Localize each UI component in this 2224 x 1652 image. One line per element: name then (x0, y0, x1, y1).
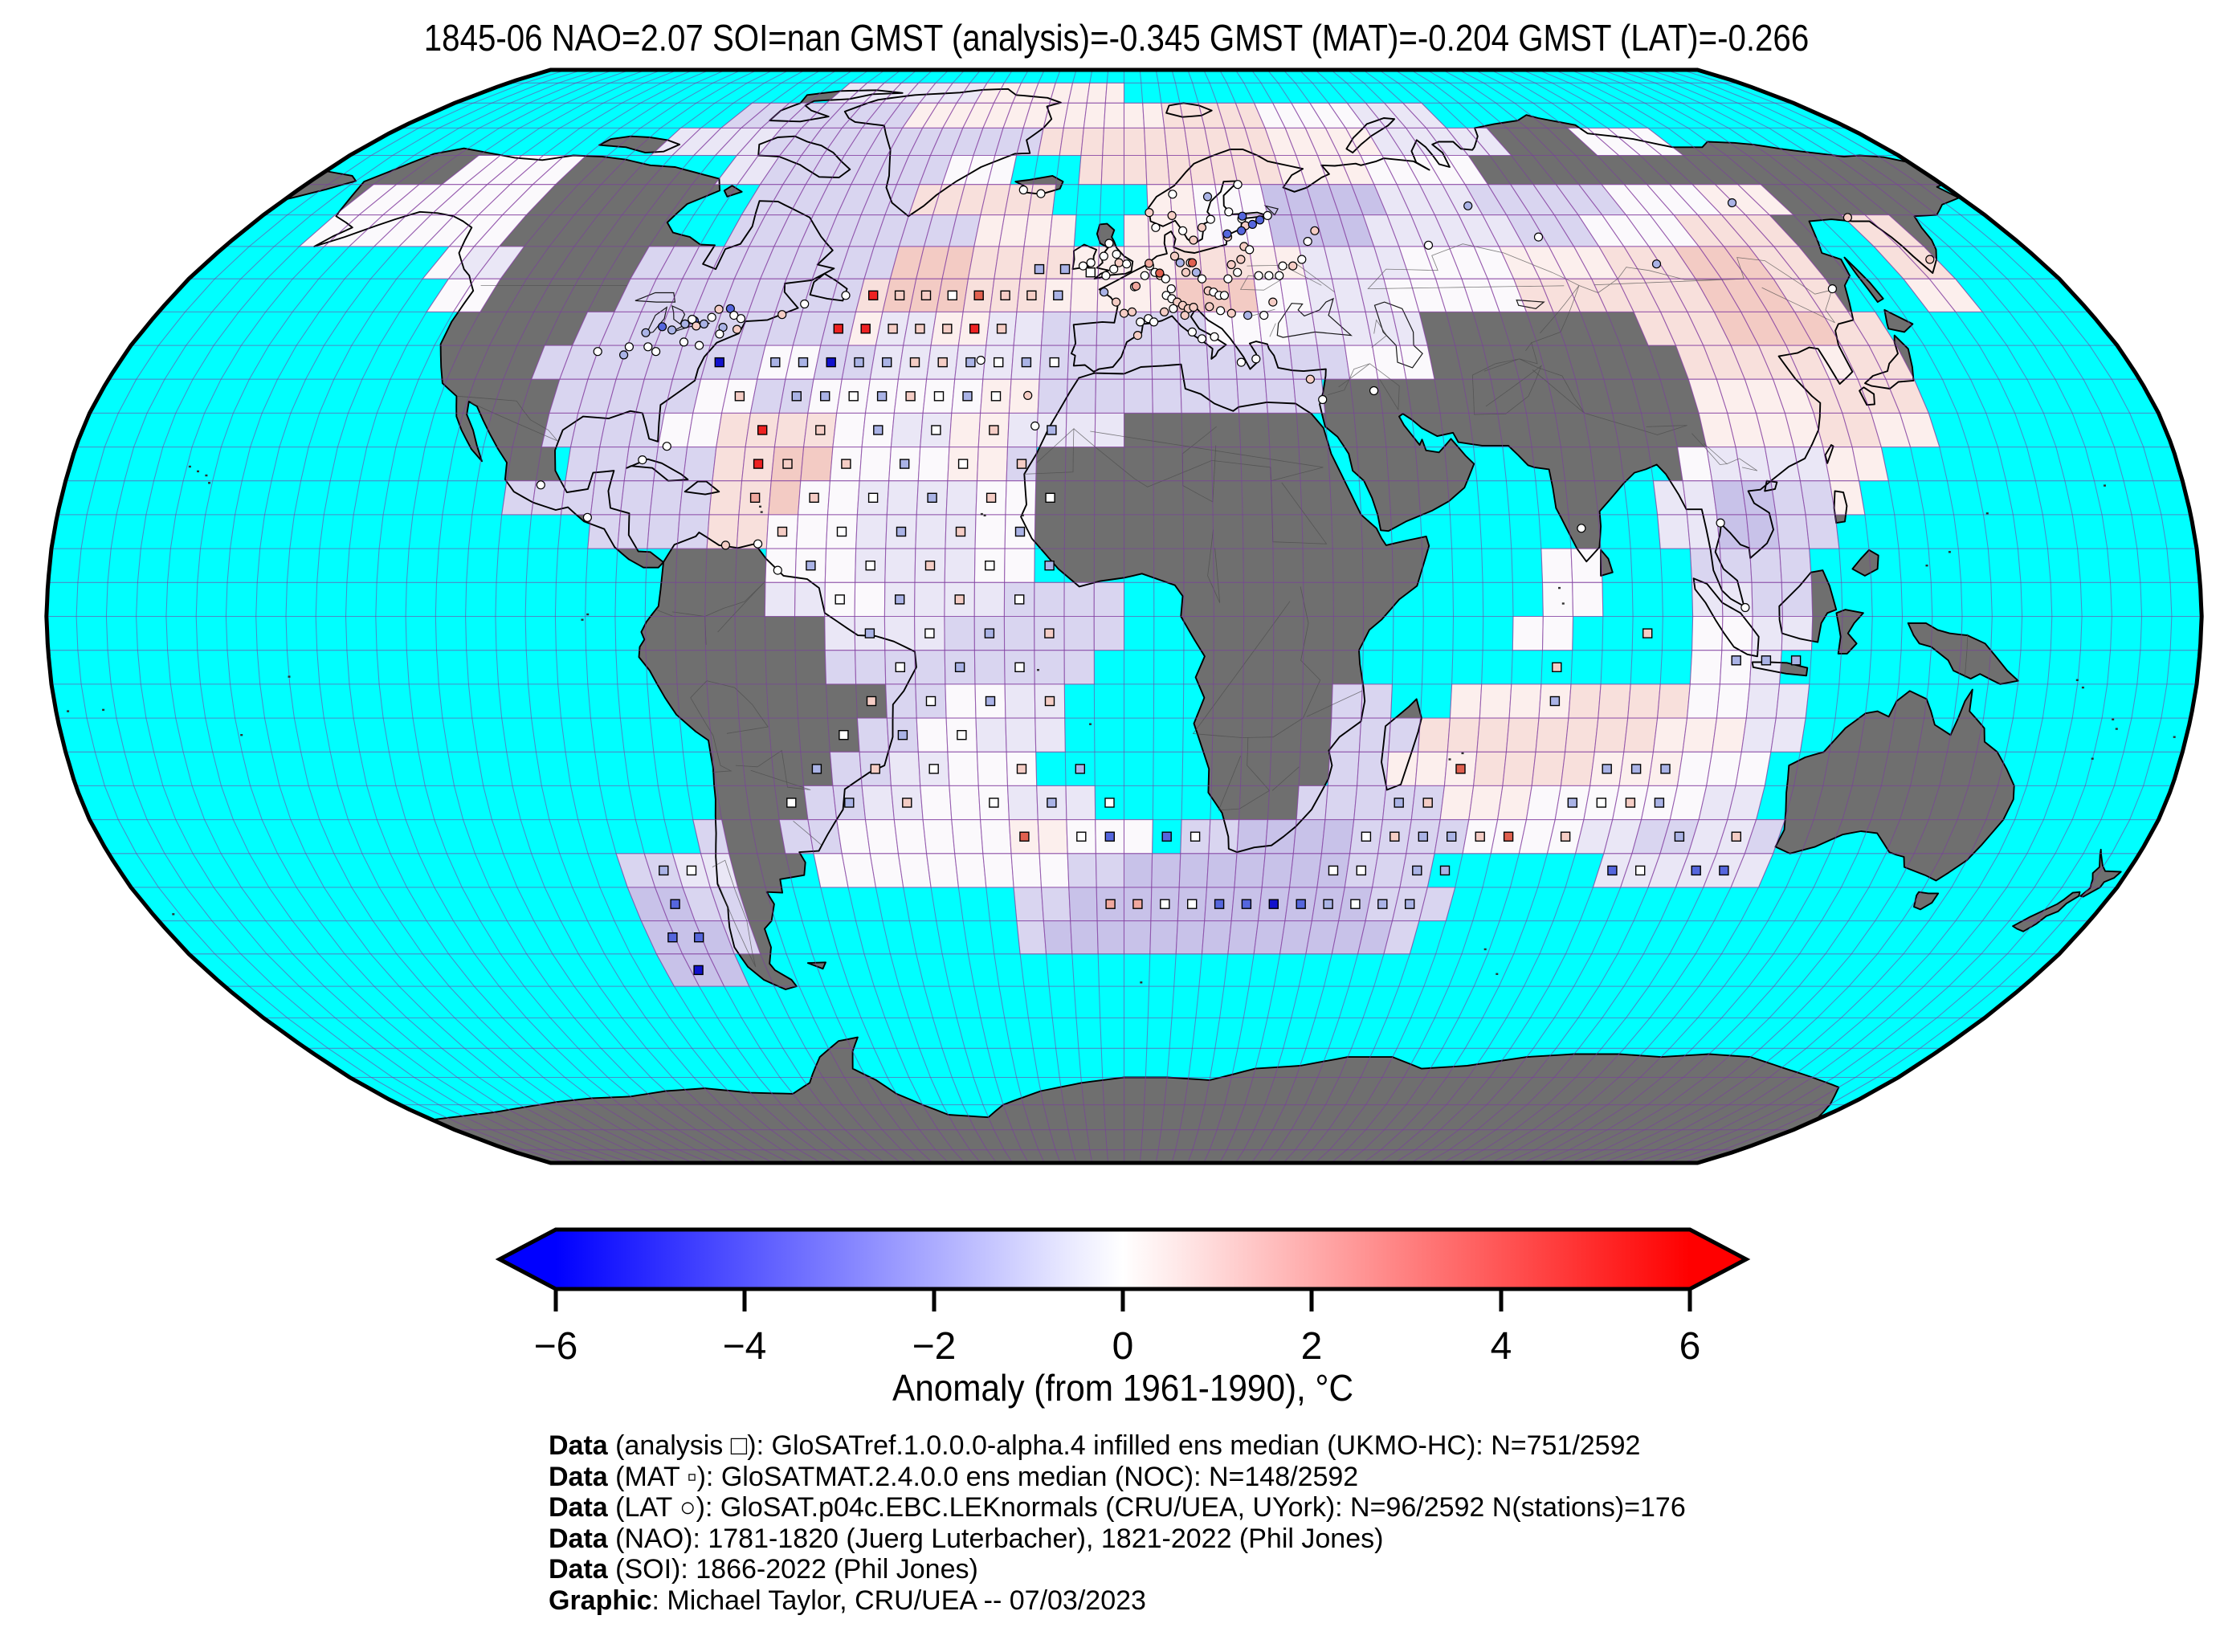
svg-text:−2: −2 (912, 1325, 957, 1368)
svg-text:−6: −6 (534, 1325, 578, 1368)
svg-text:6: 6 (1679, 1325, 1701, 1368)
svg-text:4: 4 (1491, 1325, 1512, 1368)
svg-text:2: 2 (1301, 1325, 1323, 1368)
svg-text:Anomaly (from 1961-1990), °C: Anomaly (from 1961-1990), °C (892, 1367, 1353, 1409)
svg-text:0: 0 (1112, 1325, 1134, 1368)
svg-text:−4: −4 (723, 1325, 767, 1368)
